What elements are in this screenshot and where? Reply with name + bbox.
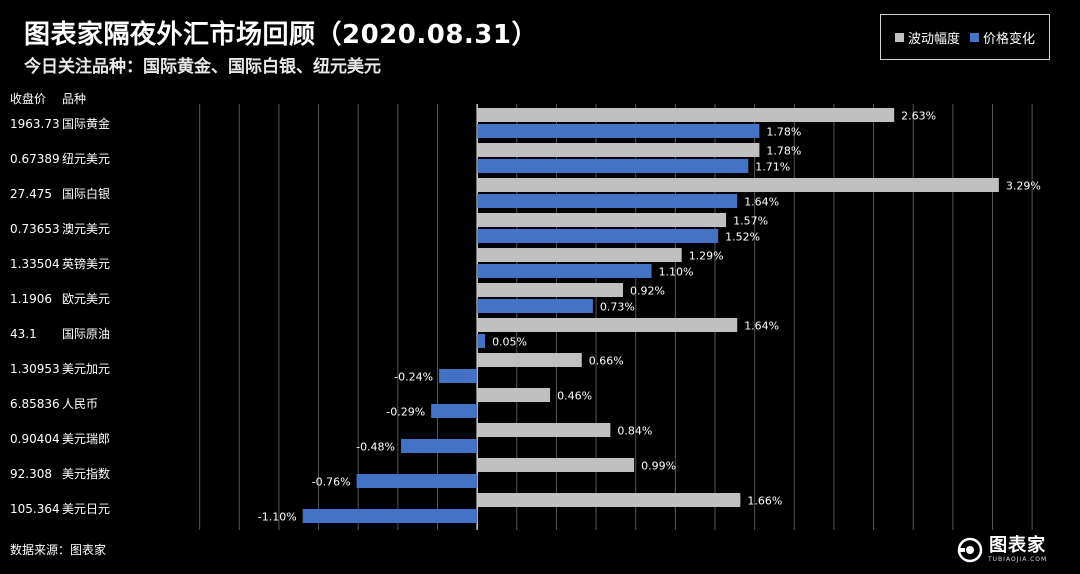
bar-change xyxy=(477,159,749,173)
bar-volatility xyxy=(477,423,611,437)
data-label: -0.76% xyxy=(312,476,351,489)
category-label: 国际原油 xyxy=(62,327,110,341)
bar-volatility xyxy=(477,493,741,507)
logo-text-wrap: 图表家 TUBIAOJIA.COM xyxy=(988,536,1047,564)
data-label: 0.66% xyxy=(589,355,624,368)
bar-volatility xyxy=(477,213,727,227)
data-label: -0.24% xyxy=(394,371,433,384)
data-label: 0.46% xyxy=(557,390,592,403)
legend-swatch-change xyxy=(970,32,979,42)
bar-volatility xyxy=(477,178,999,192)
data-label: -1.10% xyxy=(258,511,297,524)
logo-text: 图表家 xyxy=(989,535,1047,556)
closing-price-label: 1.1906 xyxy=(10,292,52,306)
bar-change xyxy=(477,229,719,243)
header-price: 收盘价 xyxy=(10,92,47,106)
bar-volatility xyxy=(477,143,760,157)
category-label: 纽元美元 xyxy=(62,152,110,166)
category-label: 美元指数 xyxy=(62,466,110,481)
bar-change xyxy=(477,124,760,138)
bar-change xyxy=(477,194,738,208)
bar-change xyxy=(401,439,478,453)
data-label: 3.29% xyxy=(1006,180,1041,193)
category-label: 美元瑞郎 xyxy=(62,432,110,446)
category-label: 国际白银 xyxy=(62,186,110,201)
category-label: 美元加元 xyxy=(62,362,110,376)
data-label: 1.10% xyxy=(659,266,694,279)
data-label: 1.52% xyxy=(725,231,760,244)
data-label: 1.57% xyxy=(733,215,768,228)
legend-label-change: 价格变化 xyxy=(983,31,1036,47)
data-label: 2.63% xyxy=(901,110,936,123)
legend: 波动幅度 价格变化 xyxy=(880,14,1050,60)
data-label: 0.05% xyxy=(492,336,527,349)
category-label: 美元日元 xyxy=(62,502,110,516)
bar-volatility xyxy=(477,458,635,472)
chart-subtitle: 今日关注品种：国际黄金、国际白银、纽元美元 xyxy=(24,57,381,77)
bar-volatility xyxy=(477,108,895,122)
data-label: 1.78% xyxy=(766,126,801,139)
bar-change xyxy=(356,474,478,488)
bar-change xyxy=(477,299,593,313)
closing-price-label: 0.73653 xyxy=(10,222,60,236)
data-label: 0.92% xyxy=(630,285,665,298)
data-label: -0.48% xyxy=(356,441,395,454)
bar-change xyxy=(439,369,478,383)
legend-item-change: 价格变化 xyxy=(970,28,1035,47)
data-label: 1.71% xyxy=(755,161,790,174)
closing-price-label: 0.67389 xyxy=(10,152,60,166)
logo-mark-icon xyxy=(957,537,983,563)
data-label: 0.73% xyxy=(600,301,635,314)
data-label: -0.29% xyxy=(386,406,425,419)
closing-price-label: 92.308 xyxy=(10,467,52,481)
data-label: 1.64% xyxy=(744,320,779,333)
closing-price-label: 27.475 xyxy=(10,187,52,201)
closing-price-label: 1963.73 xyxy=(10,117,60,131)
bar-volatility xyxy=(477,388,551,402)
bar-change xyxy=(302,509,478,523)
legend-swatch-volatility xyxy=(894,32,904,42)
legend-label-volatility: 波动幅度 xyxy=(907,31,960,47)
closing-price-label: 6.85836 xyxy=(10,397,60,411)
chart-title: 图表家隔夜外汇市场回顾（2020.08.31） xyxy=(24,20,538,50)
data-label: 1.29% xyxy=(689,250,724,263)
category-label: 人民币 xyxy=(62,397,98,411)
logo-url: TUBIAOJIA.COM xyxy=(988,556,1048,563)
bar-volatility xyxy=(477,318,738,332)
closing-price-label: 0.90404 xyxy=(10,432,60,446)
data-label: 1.78% xyxy=(766,145,801,158)
category-label: 国际黄金 xyxy=(62,116,110,131)
data-label: 0.99% xyxy=(641,460,676,473)
bar-volatility xyxy=(477,283,624,297)
bar-change xyxy=(477,264,652,278)
header-name: 品种 xyxy=(62,92,87,106)
data-label: 1.66% xyxy=(747,495,782,508)
source-note: 数据来源：图表家 xyxy=(10,543,107,557)
bar-volatility xyxy=(477,353,582,367)
legend-item-volatility: 波动幅度 xyxy=(894,28,960,47)
category-label: 英镑美元 xyxy=(62,256,110,271)
data-label: 1.64% xyxy=(744,196,779,209)
bar-change xyxy=(477,334,486,348)
bar-change xyxy=(431,404,478,418)
logo: 图表家 TUBIAOJIA.COM xyxy=(957,532,1047,568)
closing-price-label: 1.33504 xyxy=(10,257,60,271)
closing-price-label: 1.30953 xyxy=(10,362,60,376)
category-label: 欧元美元 xyxy=(62,292,110,306)
closing-price-label: 43.1 xyxy=(10,327,37,341)
closing-price-label: 105.364 xyxy=(10,502,60,516)
data-label: 0.84% xyxy=(617,425,652,438)
bar-volatility xyxy=(477,248,682,262)
category-label: 澳元美元 xyxy=(62,222,110,236)
